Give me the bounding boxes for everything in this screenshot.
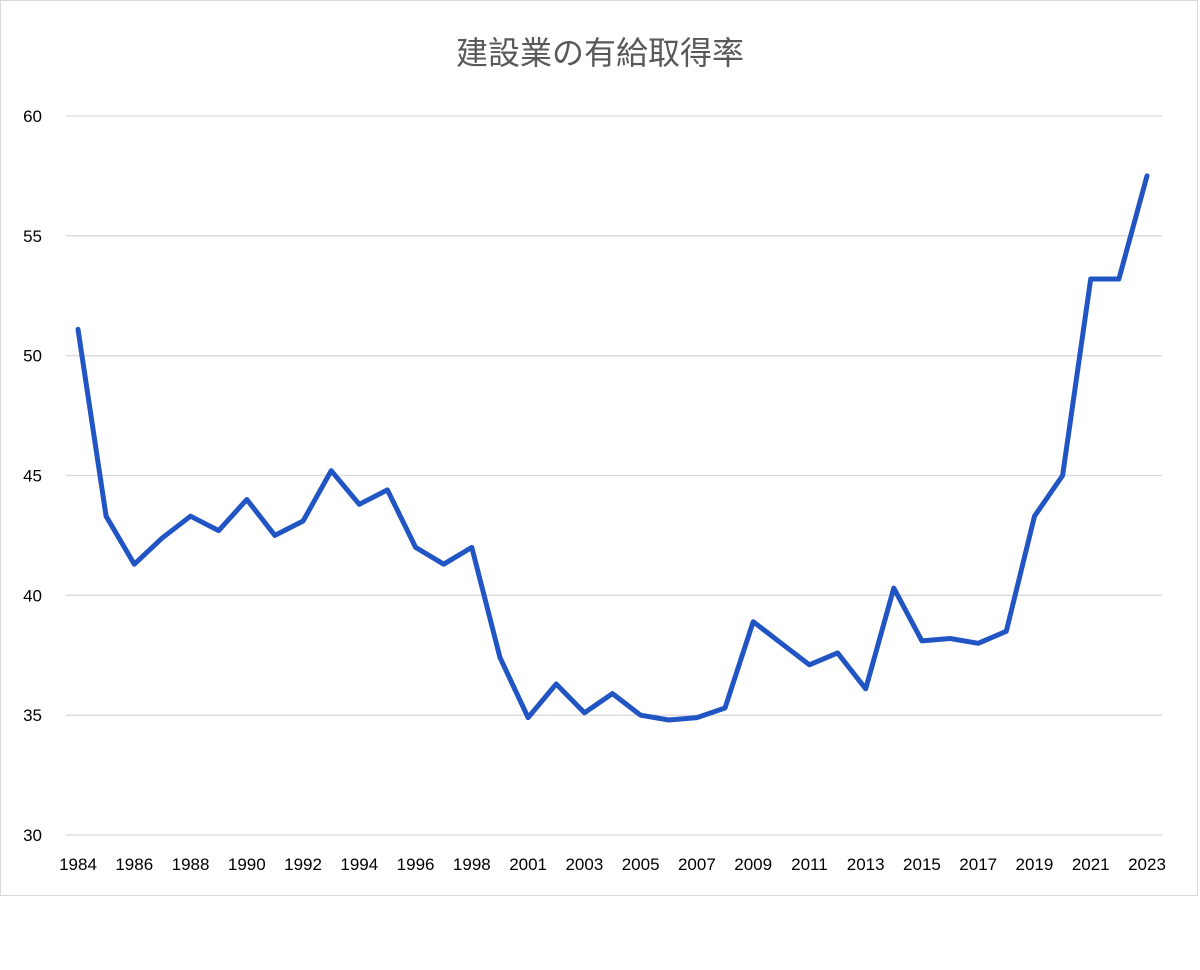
x-tick-label: 1992 [284, 855, 322, 874]
x-tick-label: 2021 [1072, 855, 1110, 874]
x-tick-label: 1994 [340, 855, 378, 874]
y-tick-label: 55 [23, 227, 42, 246]
y-tick-label: 50 [23, 347, 42, 366]
gridlines [66, 115, 1162, 836]
x-tick-label: 2001 [509, 855, 547, 874]
x-tick-label: 2007 [678, 855, 716, 874]
x-tick-label: 2019 [1016, 855, 1054, 874]
x-tick-label: 2013 [847, 855, 885, 874]
x-tick-label: 1990 [228, 855, 266, 874]
x-tick-label: 2011 [791, 855, 828, 874]
y-tick-label: 35 [23, 706, 42, 725]
x-tick-label: 1986 [115, 855, 153, 874]
x-tick-label: 2009 [734, 855, 772, 874]
series-group [75, 173, 1150, 723]
x-tick-label: 2023 [1128, 855, 1166, 874]
y-tick-label: 45 [23, 467, 42, 486]
y-tick-label: 40 [23, 586, 42, 605]
y-tick-label: 30 [23, 826, 42, 845]
x-tick-label: 2003 [565, 855, 603, 874]
x-tick-label: 1988 [172, 855, 210, 874]
x-tick-label: 2017 [959, 855, 997, 874]
x-tick-label: 1996 [397, 855, 435, 874]
y-tick-label: 60 [23, 107, 42, 126]
x-tick-label: 2005 [622, 855, 660, 874]
chart-title: 建設業の有給取得率 [456, 34, 744, 72]
x-tick-label: 1984 [59, 855, 97, 874]
x-tick-label: 2015 [903, 855, 941, 874]
chart-area [0, 0, 1198, 896]
series-line [75, 173, 1150, 723]
x-axis-ticks: 1984 1986 1988 1990 1992 1994 1996 1998 2001 2003… [59, 855, 1166, 874]
y-axis-ticks: 30 35 40 45 50 55 60 [23, 107, 42, 845]
x-tick-label: 1998 [453, 855, 491, 874]
